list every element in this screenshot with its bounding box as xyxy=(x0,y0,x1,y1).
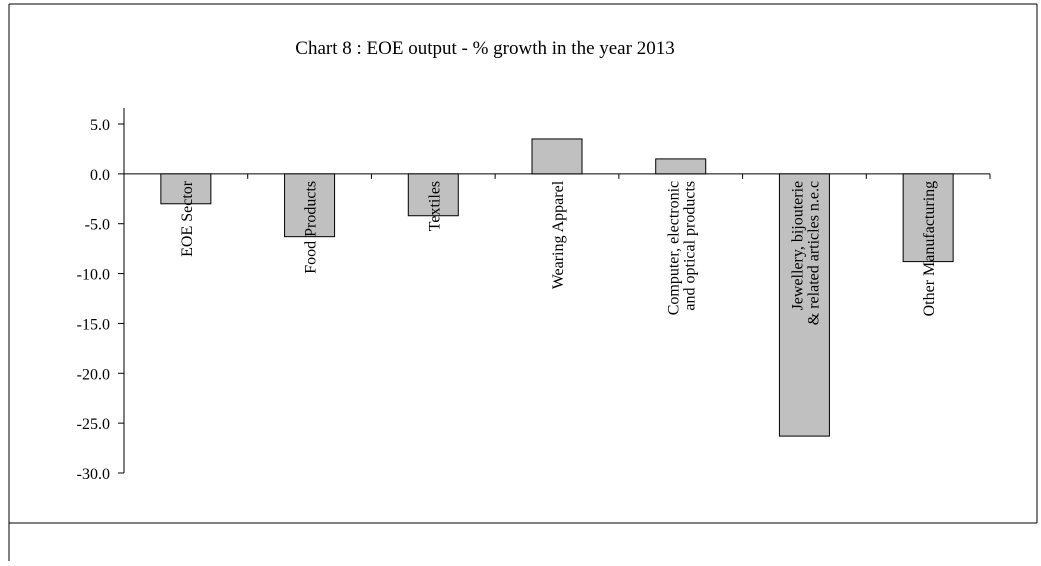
y-tick-label: -20.0 xyxy=(77,366,110,383)
bar xyxy=(655,158,707,175)
category-label-line: and optical products xyxy=(682,181,699,311)
bar xyxy=(284,173,336,238)
category-label: Wearing Apparel xyxy=(550,180,567,289)
category-label-line: EOE Sector xyxy=(179,180,196,257)
bar xyxy=(407,173,459,217)
bars xyxy=(160,138,954,437)
bar xyxy=(531,138,583,175)
category-labels: EOE Sector Food Products Textiles Wearing A… xyxy=(179,180,938,325)
y-tick-label: 0.0 xyxy=(90,167,110,184)
y-axis: 5.0 0.0 -5.0 -10.0 -15.0 -20.0 -25.0 -30.0 xyxy=(77,108,125,483)
category-label-line: Food Products xyxy=(303,181,320,274)
category-label: Computer, electronicand optical products xyxy=(666,181,699,315)
bar xyxy=(160,173,212,205)
y-tick-label: -30.0 xyxy=(77,466,110,483)
category-label: Jewellery, bijouterie& related articles … xyxy=(789,181,822,325)
category-label-line: Computer, electronic xyxy=(666,181,683,315)
category-label-line: Jewellery, bijouterie xyxy=(789,181,806,311)
category-label: Other Manufacturing xyxy=(921,181,938,317)
category-label: EOE Sector xyxy=(179,180,196,257)
y-tick-label: -5.0 xyxy=(85,217,110,234)
category-label: Food Products xyxy=(303,181,320,274)
category-label-line: Other Manufacturing xyxy=(921,181,938,317)
y-tick-label: -25.0 xyxy=(77,416,110,433)
category-label-line: Wearing Apparel xyxy=(550,180,567,289)
y-tick-label: 5.0 xyxy=(90,117,110,134)
x-axis xyxy=(123,173,991,179)
bar xyxy=(778,173,830,437)
category-label: Textiles xyxy=(426,181,443,231)
chart-title: Chart 8 : EOE output - % growth in the y… xyxy=(295,38,674,59)
category-label-line: & related articles n.e.c xyxy=(805,181,822,325)
category-label-line: Textiles xyxy=(426,181,443,231)
bar xyxy=(902,173,954,263)
y-tick-label: -10.0 xyxy=(77,267,110,284)
y-tick-label: -15.0 xyxy=(77,316,110,333)
